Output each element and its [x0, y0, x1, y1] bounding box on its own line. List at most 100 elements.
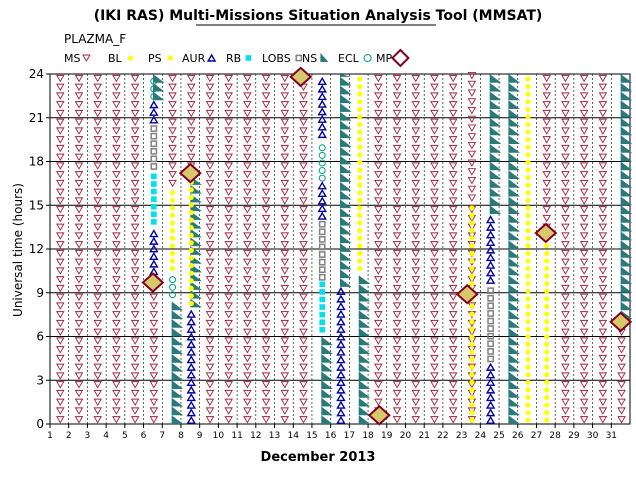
point-ms — [261, 188, 271, 197]
point-bl — [544, 387, 550, 393]
point-bl — [357, 137, 363, 143]
point-ms — [224, 101, 233, 109]
point-ms — [579, 337, 589, 345]
point-bl — [525, 99, 531, 105]
point-ms — [299, 354, 308, 363]
point-ms — [448, 372, 458, 380]
day-column — [336, 74, 352, 424]
point-aur — [336, 309, 346, 318]
point-ms — [598, 214, 608, 223]
point-ms — [93, 188, 102, 197]
point-ms — [130, 118, 140, 127]
point-ms — [280, 284, 290, 293]
point-ms — [598, 276, 608, 284]
point-bl — [525, 341, 531, 347]
point-ns — [508, 284, 520, 293]
point-ns — [358, 292, 371, 302]
point-bl — [357, 220, 363, 226]
point-bl — [357, 83, 363, 90]
point-ns — [508, 91, 520, 101]
point-ms — [411, 363, 421, 372]
point-ms — [224, 127, 233, 135]
point-ms — [430, 284, 439, 293]
point-ms — [467, 194, 477, 202]
point-ms — [56, 179, 65, 188]
point-bl — [469, 220, 475, 226]
point-ns — [340, 269, 352, 279]
point-ms — [299, 407, 308, 415]
point-bl — [544, 394, 550, 401]
x-tick-label: 3 — [85, 431, 91, 441]
x-tick-label: 13 — [269, 431, 280, 441]
point-ms — [74, 153, 84, 162]
point-ms — [392, 109, 402, 118]
point-ms — [617, 398, 626, 407]
point-ms — [430, 258, 439, 267]
point-rb — [151, 181, 157, 187]
point-ms — [149, 302, 159, 310]
point-bl — [525, 76, 531, 82]
point-ms — [579, 293, 589, 302]
point-ms — [130, 284, 140, 293]
point-ms — [261, 319, 271, 328]
point-ms — [299, 223, 308, 232]
point-bl — [469, 243, 475, 249]
point-ns — [489, 170, 502, 179]
point-ms — [224, 118, 233, 127]
point-ms — [598, 197, 608, 205]
point-ms — [392, 92, 402, 100]
point-ms — [261, 337, 271, 345]
point-ms — [430, 381, 439, 389]
point-ms — [374, 136, 383, 144]
point-ns — [620, 109, 633, 118]
point-bl — [525, 250, 531, 256]
point-ms — [205, 179, 215, 188]
point-ms — [579, 144, 589, 153]
point-ms — [542, 171, 552, 179]
point-ms — [280, 206, 290, 214]
point-bl — [469, 228, 475, 234]
x-tick-label: 12 — [250, 431, 261, 441]
point-ms — [542, 188, 552, 197]
point-ms — [205, 188, 215, 197]
point-ms — [261, 83, 271, 92]
point-ms — [299, 206, 308, 214]
point-ms — [392, 136, 402, 144]
point-ms — [467, 177, 477, 185]
point-ms — [299, 144, 308, 153]
point-ns — [358, 380, 371, 389]
point-lobs — [487, 355, 494, 363]
point-lobs — [150, 163, 158, 170]
point-aur — [186, 355, 196, 364]
point-ns — [321, 354, 333, 363]
point-ms — [448, 74, 458, 83]
day-column — [430, 74, 439, 424]
point-ms — [392, 144, 402, 153]
point-ms — [186, 109, 196, 118]
point-ms — [280, 381, 290, 389]
point-ms — [374, 354, 383, 363]
point-ms — [598, 127, 608, 135]
point-ms — [243, 249, 252, 258]
legend-label: LOBS — [262, 52, 291, 65]
point-ms — [392, 83, 402, 92]
point-ms — [448, 381, 458, 389]
point-bl — [469, 235, 475, 241]
point-ms — [74, 293, 84, 302]
point-bl — [544, 288, 550, 294]
point-ms — [280, 328, 290, 337]
point-ms — [56, 328, 65, 337]
point-ms — [299, 293, 308, 302]
point-ms — [430, 206, 439, 214]
point-ms — [392, 118, 402, 127]
point-ms — [93, 101, 102, 109]
point-ms — [205, 407, 215, 415]
legend-symbol — [206, 53, 217, 62]
point-ms — [186, 83, 196, 92]
point-ms — [374, 197, 383, 205]
point-bl — [188, 240, 194, 246]
point-ns — [508, 187, 520, 197]
point-bl — [525, 235, 531, 241]
point-bl — [525, 326, 531, 332]
point-ms — [542, 118, 552, 127]
